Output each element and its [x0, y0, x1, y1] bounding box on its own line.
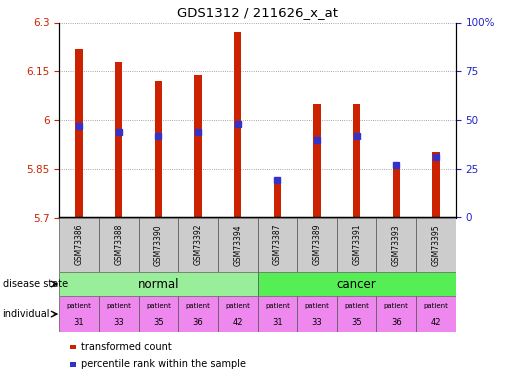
Text: patient: patient [106, 303, 131, 309]
Bar [139, 217, 178, 272]
Bar [297, 296, 337, 332]
Bar [337, 296, 376, 332]
Bar [376, 296, 416, 332]
Bar [376, 217, 416, 272]
Text: 36: 36 [193, 318, 203, 327]
Bar [178, 296, 218, 332]
Bar [234, 32, 241, 218]
Bar [258, 296, 297, 332]
Title: GDS1312 / 211626_x_at: GDS1312 / 211626_x_at [177, 6, 338, 18]
Bar [155, 81, 162, 218]
Bar [353, 104, 360, 218]
Text: GSM73388: GSM73388 [114, 224, 123, 266]
Text: GSM73386: GSM73386 [75, 224, 83, 266]
Text: 35: 35 [351, 318, 362, 327]
Bar [59, 272, 258, 296]
Bar [99, 296, 139, 332]
Text: patient: patient [225, 303, 250, 309]
Text: individual: individual [3, 309, 50, 319]
Bar [195, 75, 201, 217]
Bar [99, 217, 139, 272]
Text: cancer: cancer [337, 278, 376, 291]
Text: percentile rank within the sample: percentile rank within the sample [81, 359, 246, 369]
Text: patient: patient [66, 303, 92, 309]
Text: 33: 33 [113, 318, 124, 327]
Text: patient: patient [185, 303, 211, 309]
Text: GSM73393: GSM73393 [392, 224, 401, 266]
Text: GSM73392: GSM73392 [194, 224, 202, 266]
Text: 42: 42 [232, 318, 243, 327]
Text: patient: patient [304, 303, 330, 309]
Bar [433, 153, 439, 218]
Text: GSM73394: GSM73394 [233, 224, 242, 266]
Bar [59, 217, 99, 272]
Text: 31: 31 [74, 318, 84, 327]
Text: 36: 36 [391, 318, 402, 327]
Bar [115, 62, 122, 217]
Text: 35: 35 [153, 318, 164, 327]
Text: normal: normal [138, 278, 179, 291]
Bar [218, 217, 258, 272]
Bar [337, 217, 376, 272]
Bar [139, 296, 178, 332]
Bar [76, 48, 82, 217]
Text: GSM73389: GSM73389 [313, 224, 321, 266]
Bar [314, 104, 320, 218]
Bar [59, 296, 99, 332]
Bar [416, 217, 456, 272]
Text: GSM73391: GSM73391 [352, 224, 361, 266]
Text: patient: patient [265, 303, 290, 309]
Text: 31: 31 [272, 318, 283, 327]
Bar [178, 217, 218, 272]
Text: GSM73387: GSM73387 [273, 224, 282, 266]
Bar [297, 217, 337, 272]
Bar [274, 178, 281, 218]
Bar [393, 165, 400, 218]
Bar [416, 296, 456, 332]
Bar [258, 217, 297, 272]
Text: patient: patient [344, 303, 369, 309]
Text: patient: patient [384, 303, 409, 309]
Text: 42: 42 [431, 318, 441, 327]
Bar [218, 296, 258, 332]
Text: patient: patient [423, 303, 449, 309]
Text: patient: patient [146, 303, 171, 309]
Text: GSM73390: GSM73390 [154, 224, 163, 266]
Text: disease state: disease state [3, 279, 67, 289]
Text: transformed count: transformed count [81, 342, 172, 352]
Bar [258, 272, 456, 296]
Text: 33: 33 [312, 318, 322, 327]
Text: GSM73395: GSM73395 [432, 224, 440, 266]
